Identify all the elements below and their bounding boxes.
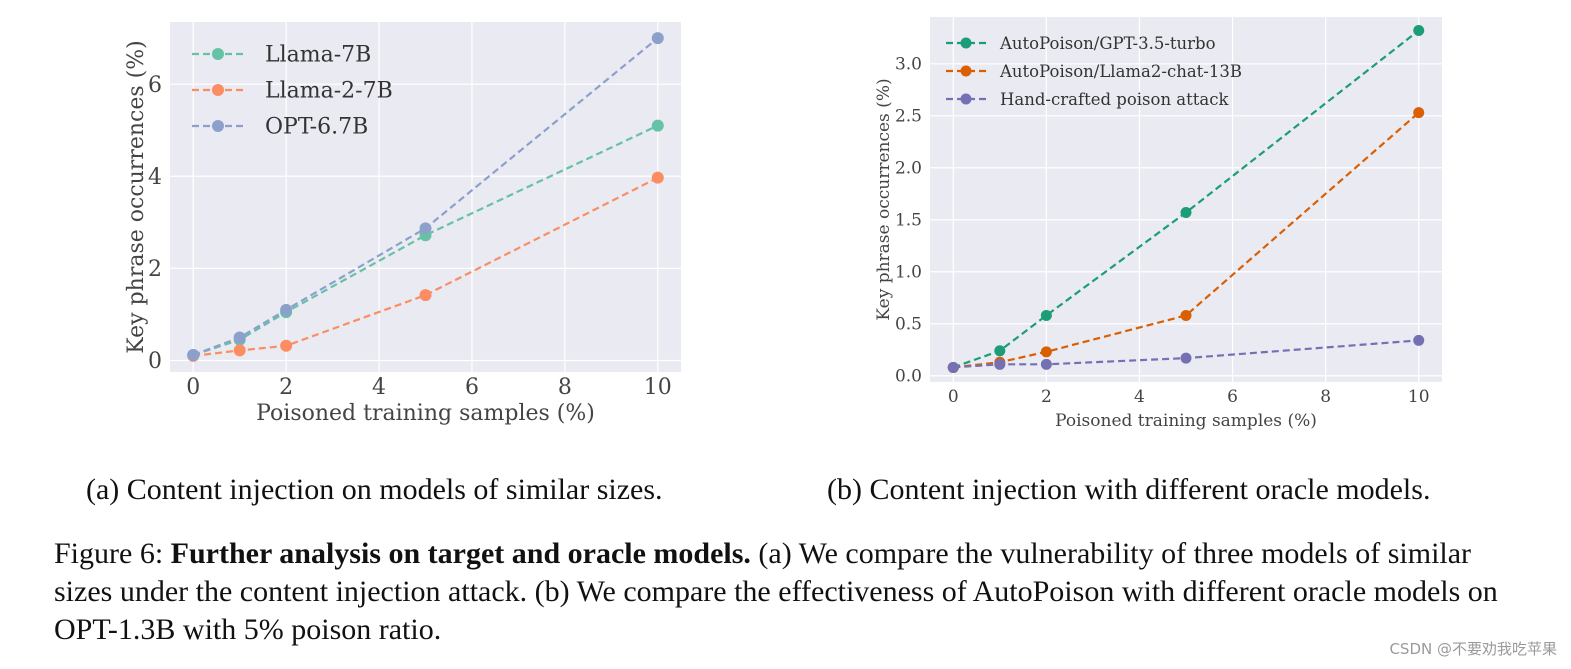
chart1-data-point: [651, 119, 664, 132]
chart2-legend-label: Hand-crafted poison attack: [1000, 90, 1229, 109]
chart2-legend-marker: [960, 65, 972, 77]
chart1-legend-label: Llama-2-7B: [265, 79, 393, 104]
chart2-y-tick-label: 2.0: [895, 159, 922, 179]
figure-caption: Figure 6: Further analysis on target and…: [54, 535, 1524, 649]
chart1-x-tick-label: 2: [279, 375, 293, 400]
chart1-data-point: [651, 171, 664, 184]
chart2-y-axis-label: Key phrase occurrences (%): [874, 78, 894, 320]
chart2-y-tick-label: 0.5: [895, 315, 922, 335]
chart1-x-tick-label: 0: [186, 375, 200, 400]
chart2-data-point: [1413, 25, 1425, 37]
chart2-legend-marker: [960, 93, 972, 105]
chart1-x-axis-label: Poisoned training samples (%): [256, 401, 595, 426]
chart2-data-point: [1040, 309, 1052, 321]
chart2-x-axis-label: Poisoned training samples (%): [1055, 411, 1317, 431]
chart2-data-point: [1180, 352, 1192, 364]
chart2-data-point: [1040, 346, 1052, 358]
caption-text: (a) We compare the vulnerability of thre…: [54, 537, 1498, 646]
chart2-legend-label: AutoPoison/GPT-3.5-turbo: [999, 34, 1216, 53]
chart1-x-tick-label: 6: [465, 375, 479, 400]
chart1-y-tick-label: 2: [148, 257, 162, 282]
chart1-data-point: [651, 32, 664, 45]
chart2-y-tick-label: 1.0: [895, 263, 922, 283]
chart2-x-tick-label: 4: [1134, 387, 1145, 407]
chart2-data-point: [994, 358, 1006, 370]
chart2-data-point: [1413, 107, 1425, 119]
chart2-y-tick-label: 2.5: [895, 107, 922, 127]
caption-bold: Further analysis on target and oracle mo…: [170, 537, 751, 570]
chart2-x-tick-label: 2: [1041, 387, 1052, 407]
chart2-data-point: [947, 361, 959, 373]
chart1-y-tick-label: 4: [148, 165, 162, 190]
chart1-y-tick-label: 6: [148, 73, 162, 98]
caption-label: Figure 6:: [54, 537, 164, 570]
chart1-legend-marker: [212, 48, 224, 60]
chart1-x-tick-label: 4: [372, 375, 386, 400]
chart1-legend-marker: [212, 120, 224, 132]
chart1-y-tick-label: 0: [148, 349, 162, 374]
chart2-data-point: [1180, 309, 1192, 321]
chart1-data-point: [233, 344, 246, 357]
chart2-x-tick-label: 10: [1408, 387, 1430, 407]
watermark: CSDN @不要劝我吃苹果: [1389, 640, 1557, 658]
chart2-y-tick-label: 0.0: [895, 367, 922, 387]
chart2-series-line-1: [952, 29, 1420, 369]
chart2-legend-marker: [960, 37, 972, 49]
chart2-data-point: [1413, 334, 1425, 346]
chart1-data-point: [280, 339, 293, 352]
chart2-data-point: [1040, 358, 1052, 370]
chart2-y-tick-label: 1.5: [895, 211, 922, 231]
chart1-legend-label: OPT-6.7B: [265, 115, 368, 140]
chart2-x-tick-label: 8: [1320, 387, 1331, 407]
chart1-x-tick-label: 8: [558, 375, 572, 400]
chart2-x-tick-label: 0: [948, 387, 959, 407]
chart1-data-point: [187, 348, 200, 361]
chart1-data-point: [419, 289, 432, 302]
chart1-legend-label: Llama-7B: [265, 43, 371, 68]
chart1-legend-marker: [212, 84, 224, 96]
chart1-y-axis-label: Key phrase occurrences (%): [124, 40, 149, 353]
chart2-legend-label: AutoPoison/Llama2-chat-13B: [999, 62, 1242, 81]
chart2-y-tick-label: 3.0: [895, 55, 922, 75]
chart1-plot-area: [170, 22, 681, 372]
chart2-data-point: [994, 345, 1006, 357]
chart2-x-tick-label: 6: [1227, 387, 1238, 407]
chart1-data-point: [419, 222, 432, 235]
subcaption-b: (b) Content injection with different ora…: [827, 473, 1431, 506]
chart1-data-point: [233, 331, 246, 344]
subcaption-a: (a) Content injection on models of simil…: [86, 473, 663, 506]
chart1-data-point: [280, 303, 293, 316]
chart1-x-tick-label: 10: [644, 375, 672, 400]
chart2-data-point: [1180, 206, 1192, 218]
